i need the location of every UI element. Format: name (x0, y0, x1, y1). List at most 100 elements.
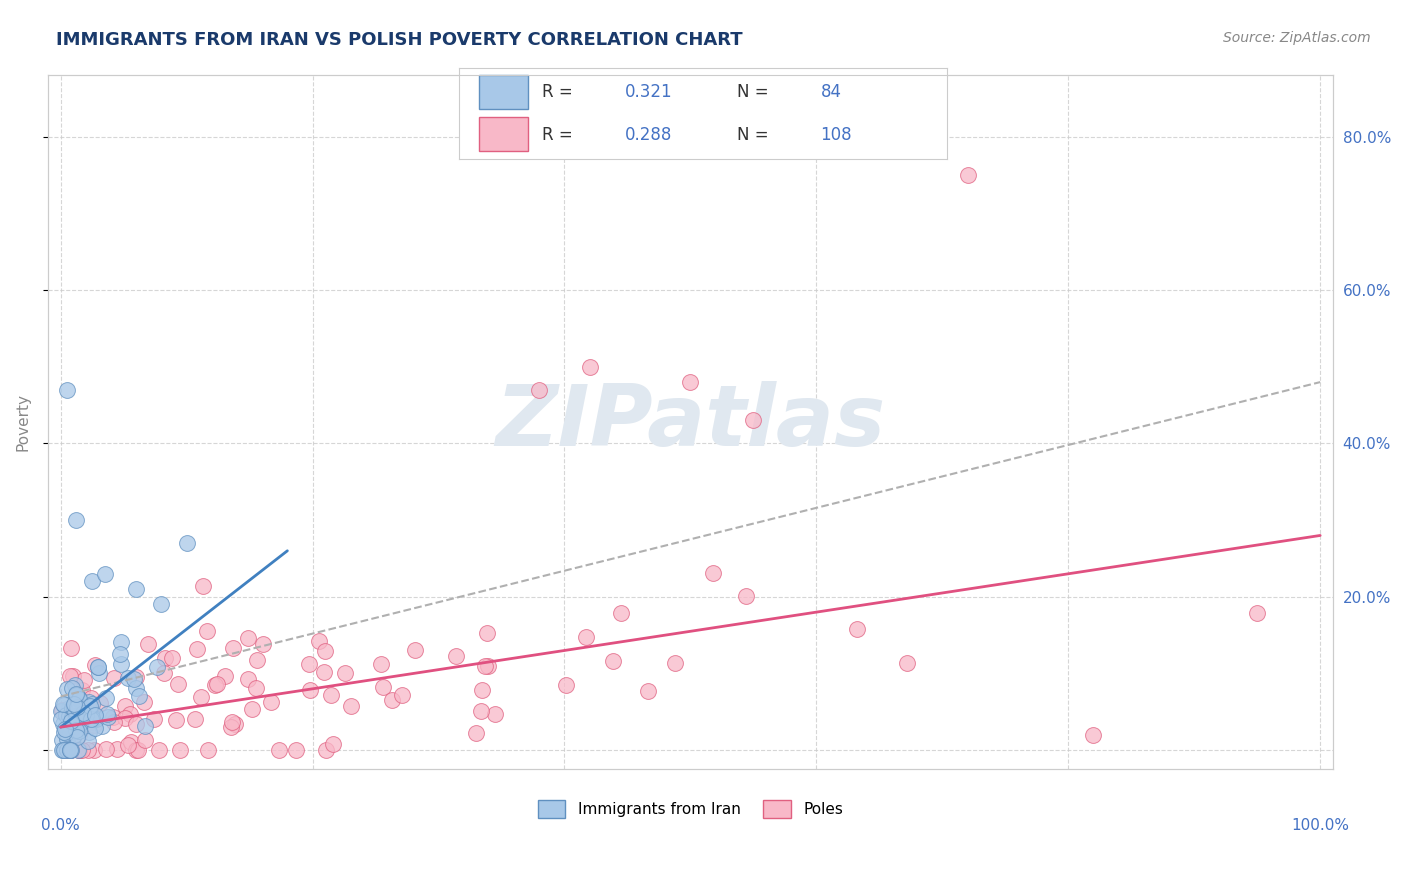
Point (529, 383, 551, 397)
Point (142, 712, 165, 726)
Point (55, 708, 77, 723)
Point (184, 712, 207, 726)
Point (65, 703, 87, 717)
Point (63, 728, 86, 742)
Point (59, 641, 82, 656)
Point (193, 579, 215, 593)
Point (62, 718, 84, 732)
Y-axis label: Poverty: Poverty (15, 393, 30, 451)
Point (66, 743, 89, 757)
Point (391, 688, 413, 702)
Point (117, 738, 139, 752)
Point (340, 699, 363, 714)
Point (176, 536, 198, 550)
Point (167, 676, 190, 690)
Point (84, 712, 107, 726)
Point (70, 682, 93, 697)
Point (96, 706, 118, 721)
Point (56, 732, 79, 747)
Point (146, 660, 169, 674)
Point (136, 636, 159, 650)
Point (63, 677, 86, 691)
Point (195, 624, 218, 638)
Point (956, 168, 979, 182)
Point (67, 714, 90, 729)
Point (86, 660, 108, 674)
Point (103, 715, 125, 730)
Point (117, 671, 139, 685)
Point (51, 704, 73, 718)
Point (65, 711, 87, 725)
Point (83, 721, 105, 735)
Point (312, 665, 335, 679)
Point (66, 700, 89, 714)
Point (125, 743, 148, 757)
Point (67, 692, 90, 706)
Point (67, 743, 90, 757)
Point (103, 671, 125, 685)
Point (59, 725, 82, 739)
Point (134, 695, 156, 709)
Point (205, 676, 228, 690)
Point (1083, 728, 1105, 742)
Point (79, 712, 101, 726)
Point (224, 716, 246, 731)
Point (76, 733, 98, 747)
Point (53, 722, 76, 736)
Point (679, 375, 702, 389)
Point (82, 707, 104, 722)
Point (59, 714, 82, 729)
Point (101, 710, 124, 724)
Point (153, 665, 176, 680)
Point (69, 743, 91, 757)
Point (77, 743, 100, 757)
Point (475, 625, 498, 640)
Point (169, 743, 191, 757)
Point (114, 711, 136, 725)
Point (245, 681, 267, 695)
Point (1246, 606, 1268, 620)
Point (160, 651, 183, 665)
Point (60, 681, 83, 695)
Point (79, 714, 101, 729)
Point (124, 716, 146, 731)
Point (65, 723, 87, 738)
Point (610, 606, 633, 620)
Point (221, 714, 243, 729)
Point (96, 691, 118, 706)
Point (52, 716, 75, 731)
Point (56, 743, 79, 757)
Point (128, 689, 150, 703)
Point (165, 713, 187, 727)
Point (575, 630, 598, 644)
Point (322, 737, 344, 751)
Point (52, 697, 75, 711)
Point (90, 719, 112, 733)
Point (51, 743, 73, 757)
Point (236, 672, 259, 686)
Point (79, 695, 101, 709)
Point (65, 688, 87, 702)
Point (58, 700, 80, 714)
Point (58, 723, 80, 737)
Point (246, 653, 269, 667)
Point (60, 709, 83, 723)
Point (49, 712, 72, 726)
Point (53, 698, 76, 713)
Point (58, 723, 80, 738)
Point (219, 720, 242, 734)
Point (186, 641, 208, 656)
Point (373, 680, 395, 694)
Point (63, 709, 86, 723)
Point (114, 698, 136, 713)
Point (87, 666, 110, 681)
Point (60, 724, 83, 739)
Point (66, 724, 89, 739)
Point (127, 743, 149, 757)
Point (73, 673, 96, 688)
Point (444, 648, 467, 663)
Point (120, 707, 142, 722)
Point (55, 681, 77, 696)
Point (465, 726, 488, 740)
Point (477, 658, 499, 673)
